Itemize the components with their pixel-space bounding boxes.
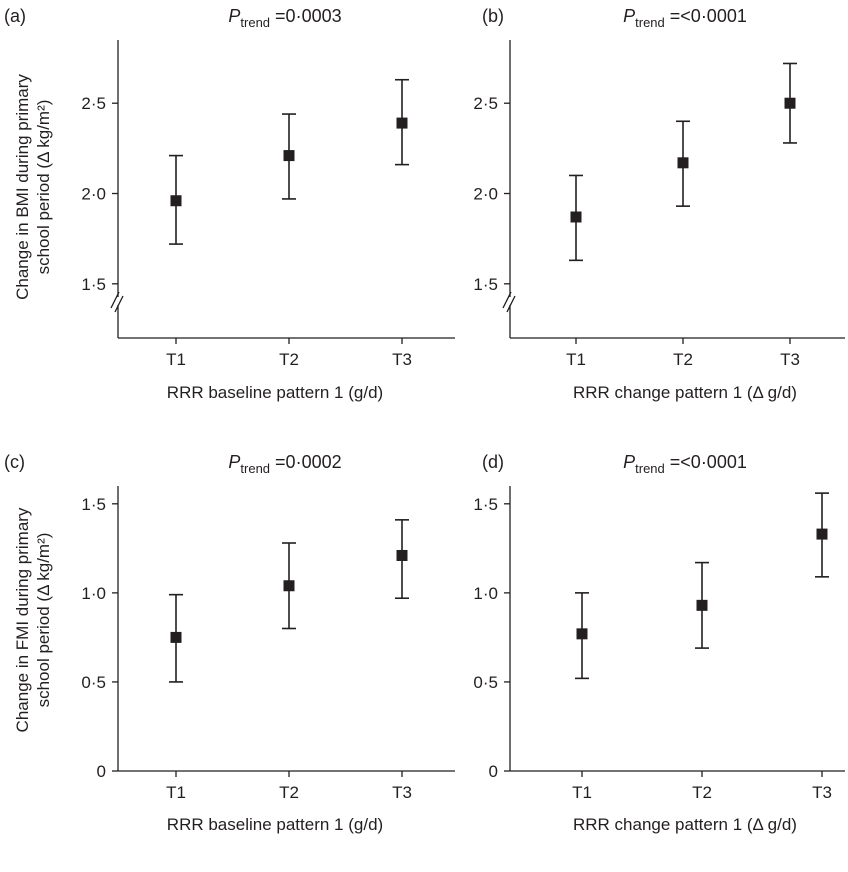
panel-c: 0 0·5 1·0 1·5 T1 T2 T3 (c) Ptrend =0·0002 RRR bas… [4, 452, 455, 834]
axis-break-mark [506, 295, 516, 313]
data-point [283, 150, 295, 162]
panel-d: 0 0·5 1·0 1·5 T1 T2 T3 (d) Ptrend =<0·0001 RRR ch… [473, 452, 845, 834]
data-point [170, 631, 182, 643]
x-axis-label: RRR baseline pattern 1 (g/d) [167, 383, 383, 402]
y-tick-label: 1·5 [473, 275, 498, 294]
panel-b: 1·5 2·0 2·5 T1 T2 T3 (b) Ptrend =<0·0001 RRR cha… [473, 6, 845, 402]
p-symbol: P [228, 6, 240, 26]
x-tick-label: T3 [812, 783, 832, 802]
y-axis-title-fmi-line2: school period (Δ kg/m²) [34, 533, 53, 708]
y-tick-label: 2·0 [473, 185, 498, 204]
data-point [576, 628, 588, 640]
data-point [570, 211, 582, 223]
p-symbol: P [228, 452, 240, 472]
axis-break-gap [508, 297, 512, 305]
p-trend-title: Ptrend =0·0003 [228, 6, 341, 30]
y-tick-label: 0·5 [473, 673, 498, 692]
x-tick-label: T2 [692, 783, 712, 802]
data-point [396, 117, 408, 129]
p-subscript: trend [240, 15, 270, 30]
y-axis-title-bmi-line1: Change in BMI during primary [13, 74, 32, 300]
x-tick-label: T2 [279, 783, 299, 802]
x-tick-label: T1 [166, 783, 186, 802]
y-tick-label: 0 [97, 762, 106, 781]
x-tick-label: T2 [673, 350, 693, 369]
p-symbol: P [623, 6, 635, 26]
p-value: =<0·0001 [665, 6, 747, 26]
axis-break-mark [502, 291, 512, 309]
p-trend-title: Ptrend =0·0002 [228, 452, 341, 476]
x-tick-label: T1 [566, 350, 586, 369]
y-tick-label: 0·5 [81, 673, 106, 692]
panel-label: (d) [482, 452, 504, 472]
x-tick-label: T1 [572, 783, 592, 802]
axis-break-gap [116, 297, 120, 305]
x-axis-label: RRR change pattern 1 (Δ g/d) [573, 815, 797, 834]
panel-a: 1·5 2·0 2·5 T1 T2 T3 (a) Ptrend =0·0003 RRR base… [4, 6, 455, 402]
y-tick-label: 1·5 [81, 495, 106, 514]
p-value: =0·0002 [270, 452, 342, 472]
y-tick-label: 2·5 [473, 94, 498, 113]
panel-label: (c) [4, 452, 25, 472]
data-point [677, 157, 689, 169]
data-point [283, 580, 295, 592]
y-axis-title-bmi-line2: school period (Δ kg/m²) [34, 100, 53, 275]
data-point [170, 195, 182, 207]
x-tick-label: T1 [166, 350, 186, 369]
data-point [816, 528, 828, 540]
y-tick-label: 1·5 [81, 275, 106, 294]
y-tick-label: 2·5 [81, 94, 106, 113]
p-trend-title: Ptrend =<0·0001 [623, 6, 747, 30]
data-point [784, 97, 796, 109]
y-tick-label: 1·5 [473, 495, 498, 514]
x-tick-label: T3 [392, 783, 412, 802]
p-trend-title: Ptrend =<0·0001 [623, 452, 747, 476]
panel-label: (a) [4, 6, 26, 26]
p-subscript: trend [635, 461, 665, 476]
p-subscript: trend [240, 461, 270, 476]
x-axis-label: RRR change pattern 1 (Δ g/d) [573, 383, 797, 402]
p-value: =<0·0001 [665, 452, 747, 472]
y-tick-label: 0 [489, 762, 498, 781]
axis-break-mark [110, 291, 120, 309]
panel-label: (b) [482, 6, 504, 26]
x-tick-label: T3 [780, 350, 800, 369]
x-tick-label: T2 [279, 350, 299, 369]
y-tick-label: 1·0 [473, 584, 498, 603]
y-tick-label: 1·0 [81, 584, 106, 603]
y-axis-title-fmi-line1: Change in FMI during primary [13, 507, 32, 732]
data-point [396, 549, 408, 561]
x-tick-label: T3 [392, 350, 412, 369]
data-point [696, 599, 708, 611]
p-symbol: P [623, 452, 635, 472]
p-subscript: trend [635, 15, 665, 30]
p-value: =0·0003 [270, 6, 342, 26]
x-axis-label: RRR baseline pattern 1 (g/d) [167, 815, 383, 834]
y-tick-label: 2·0 [81, 185, 106, 204]
axis-break-mark [114, 295, 124, 313]
